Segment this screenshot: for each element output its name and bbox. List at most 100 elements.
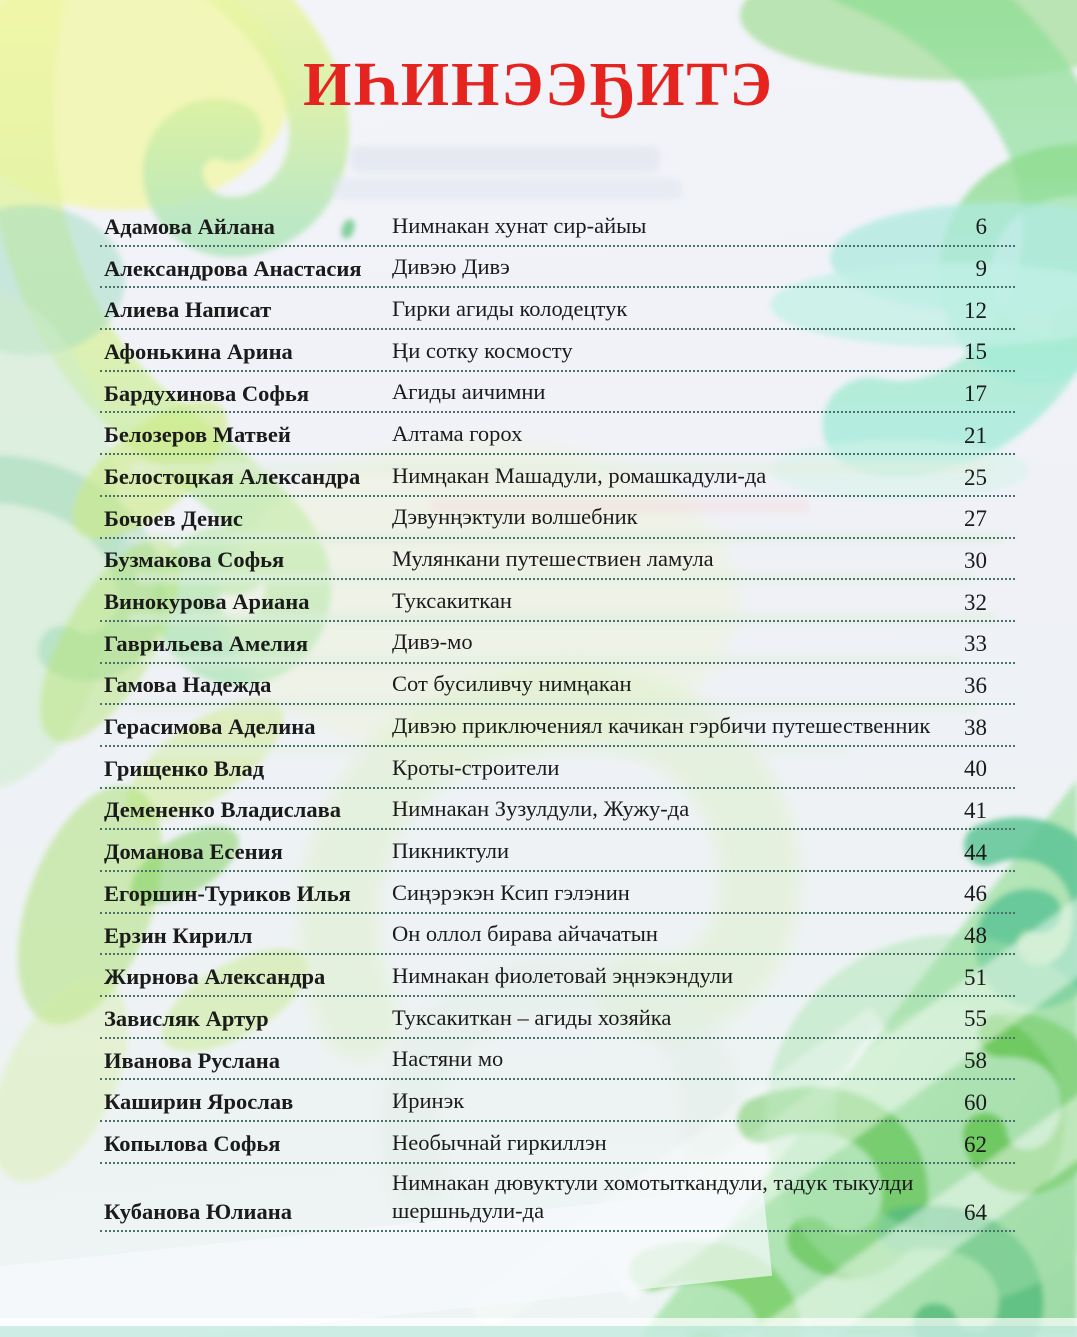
work-title: Нимнакан дювуктули хомотыткандули, тадук… [392,1169,914,1223]
work-title: Агиды аичимни [392,379,546,405]
toc-row: Кубанова Юлиана Нимнакан дювуктули хомот… [100,1164,1015,1232]
page-number: 17 [964,381,987,407]
page-showthrough [150,745,850,757]
work-title: Пикниктули [392,837,510,863]
work-title: Нимңакан Машадули, ромашкадули-да [392,462,767,488]
toc-row: Белозеров Матвей Алтама горох 21 [100,413,1015,456]
work-title: Нимнакан Зузулдули, Жужу-да [392,796,690,822]
toc-row: Жирнова Александра Нимнакан фиолетовай э… [100,955,1015,998]
author-name: Жирнова Александра [104,964,326,990]
work-title: Он оллол бирава айчачатын [392,921,658,947]
author-name: Доманова Есения [104,839,283,865]
author-name: Ерзин Кирилл [104,922,253,948]
work-title: Настяни мо [392,1046,504,1072]
page-number: 64 [964,1199,987,1225]
page-number: 36 [964,672,987,698]
author-name: Алиева Написат [104,297,272,323]
author-name: Винокурова Ариана [104,589,310,614]
author-name: Кубанова Юлиана [104,1198,292,1224]
work-title: Дивэ-мо [392,629,473,655]
page-showthrough [130,462,990,474]
page-number: 12 [964,297,987,323]
left-leaves-ornament [0,400,309,1183]
page-number: 62 [964,1131,987,1157]
author-name: Егоршин-Туриков Илья [104,880,351,906]
page-showthrough [140,655,960,667]
page-number: 25 [964,464,987,490]
author-name: Белостоцкая Александра [104,463,361,489]
work-title: Нимнакан хунат сир-айыы [392,212,647,238]
toc-row: Алиева Написат Гирки агиды колодецтук 12 [100,288,1015,331]
page-number: 38 [964,714,987,740]
page-number: 27 [964,506,987,532]
page-number: 46 [964,881,987,907]
page-number: 32 [964,589,987,615]
page-number: 15 [964,339,987,365]
toc-row: Зависляк Артур Туксакиткан – агиды хозяй… [100,997,1015,1039]
toc-row: Александрова Анастасия Дивэю Дивэ 9 [100,247,1015,289]
toc-row: Копылова Софья Необычнай гиркиллэн 62 [100,1122,1015,1164]
author-name: Бузмакова Софья [104,547,285,573]
work-title: Сиңэрэкэн Ксип гэлэнин [392,879,630,905]
author-name: Бардухинова Софья [104,380,310,406]
author-name: Герасимова Аделина [104,714,316,740]
toc-row: Адамова Айлана Нимнакан хунат сир-айыы 6 [100,205,1015,247]
page-number: 55 [964,1006,987,1032]
page-number: 48 [964,923,987,949]
work-title: Необычнай гиркиллэн [392,1129,607,1155]
author-name: Каширин Ярослав [104,1089,294,1115]
toc-row: Гамова Надежда Сот бусиливчу нимңакан 36 [100,664,1015,706]
work-title: Дивэю Дивэ [392,254,510,280]
table-of-contents: Адамова Айлана Нимнакан хунат сир-айыы 6… [100,205,1015,1232]
toc-row: Каширин Ярослав Иринэк 60 [100,1080,1015,1123]
author-name: Демененко Владислава [104,797,341,823]
work-title: Гирки агиды колодецтук [392,295,628,321]
page-number: 9 [975,256,988,282]
page-showthrough [135,572,975,584]
toc-row: Грищенко Влад Кроты-строители 40 [100,747,1015,789]
toc-row: Иванова Руслана Настяни мо 58 [100,1039,1015,1081]
author-name: Грищенко Влад [104,755,265,781]
author-name: Копылова Софья [104,1130,281,1156]
work-title: Дэвунңэктули волшебник [392,504,638,530]
author-name: Александрова Анастасия [104,255,362,281]
work-title: Алтама горох [392,421,523,446]
page-number: 33 [964,631,987,657]
work-title: Сот бусиливчу нимңакан [392,671,632,697]
work-title: Мулянкани путешествиен ламула [392,546,714,572]
toc-row: Егоршин-Туриков Илья Сиңэрэкэн Ксип гэлэ… [100,872,1015,914]
page-showthrough [130,700,980,712]
toc-row: Бузмакова Софья Мулянкани путешествиен л… [100,539,1015,581]
page-number: 30 [964,547,987,573]
author-name: Бочоев Денис [104,505,243,531]
work-title: Дивэю приключениял качикан гэрбичи путеш… [392,712,931,738]
work-title: Иринэк [392,1088,465,1113]
page-number: 58 [964,1048,987,1074]
toc-row: Герасимова Аделина Дивэю приключениял ка… [100,705,1015,747]
author-name: Гаврильева Амелия [104,630,309,656]
work-title: Кроты-строители [392,754,560,780]
page-number: 40 [964,756,987,782]
toc-row: Бардухинова Софья Агиды аичимни 17 [100,372,1015,414]
toc-row: Белостоцкая Александра Нимңакан Машадули… [100,455,1015,497]
page-number: 41 [964,798,987,824]
author-name: Белозеров Матвей [104,422,291,448]
page-number: 51 [964,964,987,990]
author-name: Зависляк Артур [104,1005,269,1031]
toc-row: Ерзин Кирилл Он оллол бирава айчачатын 4… [100,914,1015,956]
work-title: Туксакиткан [392,587,512,613]
toc-row: Винокурова Ариана Туксакиткан 32 [100,580,1015,622]
work-title: Ңи сотку космосту [392,337,573,363]
page-showthrough [430,498,810,514]
page-number: 60 [964,1089,987,1115]
author-name: Иванова Руслана [104,1047,280,1073]
toc-row: Доманова Есения Пикниктули 44 [100,830,1015,872]
page-showthrough [332,178,682,200]
toc-row: Гаврильева Амелия Дивэ-мо 33 [100,622,1015,664]
page-title: ИҺИНЭЭҔИТЭ [303,51,774,119]
page-number: 44 [964,839,987,865]
page-number: 21 [964,422,987,448]
author-name: Афонькина Арина [104,338,293,364]
